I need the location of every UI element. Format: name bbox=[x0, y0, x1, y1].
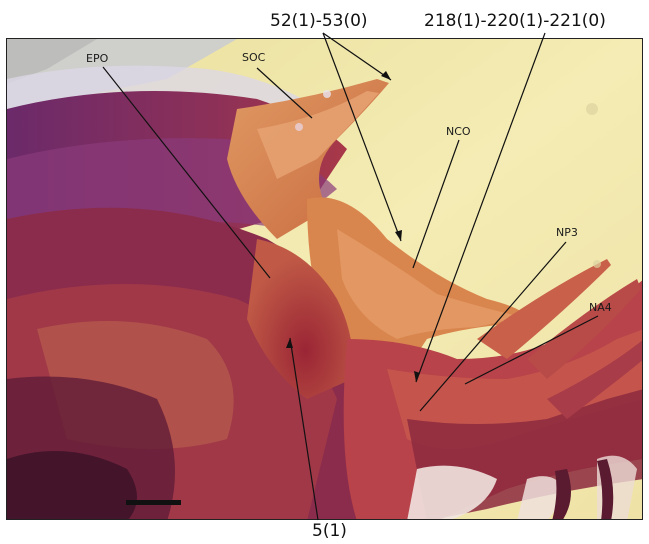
na4-pointer-line bbox=[465, 316, 598, 384]
arrow-52-a bbox=[323, 33, 391, 80]
arrow-52-b bbox=[323, 33, 401, 241]
label-soc: SOC bbox=[242, 51, 265, 64]
label-nco: NCO bbox=[446, 125, 471, 138]
label-epo: EPO bbox=[86, 52, 108, 65]
np3-pointer-line bbox=[420, 242, 566, 411]
soc-pointer-line bbox=[257, 68, 312, 118]
arrow-5 bbox=[290, 338, 318, 520]
label-np3: NP3 bbox=[556, 226, 578, 239]
arrowhead-5 bbox=[286, 338, 293, 348]
label-na4: NA4 bbox=[589, 301, 612, 314]
arrowhead-52-a bbox=[381, 71, 391, 80]
nco-pointer-line bbox=[413, 140, 459, 268]
arrowhead-52-b bbox=[395, 230, 402, 241]
epo-pointer-line bbox=[103, 67, 270, 278]
character-label-5: 5(1) bbox=[312, 521, 347, 541]
